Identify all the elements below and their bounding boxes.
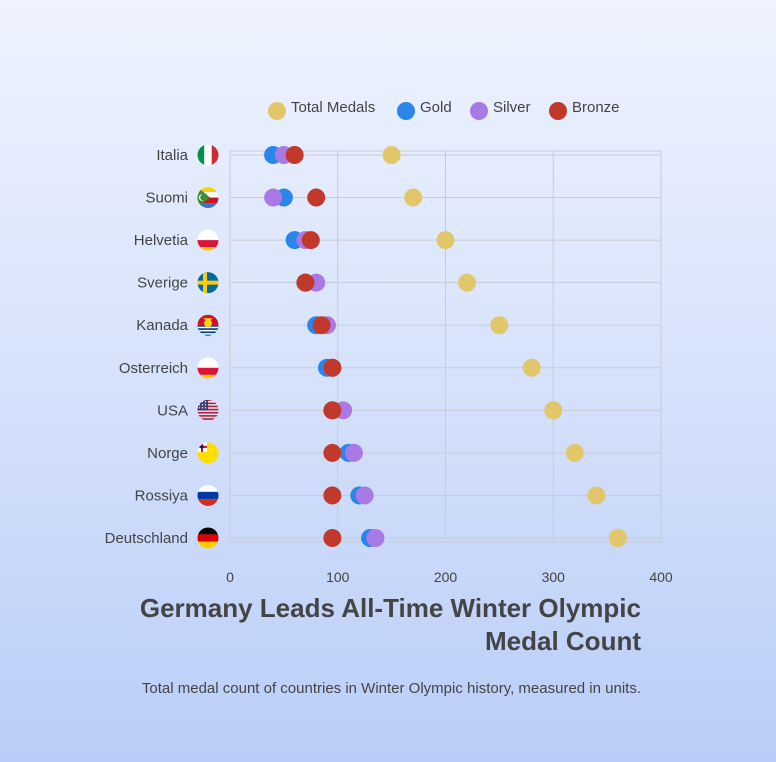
russia-flag-icon: [197, 484, 219, 506]
y-axis: Italia Suomi Helvetia Sverige Kanada Osterrei…: [105, 144, 219, 549]
data-point: [323, 486, 342, 505]
data-point: [404, 188, 423, 207]
niue-flag-icon: [197, 442, 219, 464]
x-axis: 0 100 200 300 400: [226, 569, 673, 585]
data-point: [301, 231, 320, 250]
x-tick-label: 0: [226, 569, 234, 585]
legend-label: Total Medals: [291, 99, 375, 116]
data-point: [436, 231, 455, 250]
sweden-flag-icon: [197, 272, 219, 294]
usa-flag-icon: [197, 399, 219, 420]
legend: Total Medals Gold Silver Bronze: [268, 99, 620, 120]
data-point: [296, 273, 315, 292]
y-tick-label: Norge: [147, 445, 188, 462]
legend-marker: [268, 102, 286, 120]
data-point: [490, 316, 509, 335]
y-tick-label: Suomi: [145, 190, 188, 207]
x-tick-label: 300: [542, 569, 566, 585]
y-tick-label: Helvetia: [134, 232, 189, 249]
data-point: [544, 401, 563, 420]
comoros-flag-icon: [197, 187, 219, 209]
x-tick-label: 400: [649, 569, 673, 585]
data-point: [355, 486, 374, 505]
y-tick-label: Deutschland: [105, 530, 188, 547]
legend-marker: [470, 102, 488, 120]
legend-label: Bronze: [572, 99, 620, 116]
x-tick-label: 100: [326, 569, 350, 585]
data-point: [344, 443, 363, 462]
data-points: [264, 146, 627, 547]
legend-marker: [397, 102, 415, 120]
legend-marker: [549, 102, 567, 120]
x-tick-label: 200: [434, 569, 458, 585]
y-tick-label: Italia: [156, 147, 188, 164]
germany-flag-icon: [197, 527, 219, 549]
data-point: [565, 443, 584, 462]
y-tick-label: Sverige: [137, 275, 188, 292]
y-tick-label: Kanada: [136, 317, 188, 334]
poland-flag-icon: [197, 229, 219, 251]
data-point: [366, 529, 385, 547]
data-point: [608, 529, 627, 547]
legend-label: Gold: [420, 99, 452, 116]
grid: [229, 150, 662, 543]
italy-flag-icon: [197, 144, 219, 166]
medal-dot-chart: Total Medals Gold Silver Bronze Italia Suomi…: [105, 99, 673, 585]
legend-label: Silver: [493, 99, 531, 116]
data-point: [285, 146, 304, 164]
data-point: [323, 443, 342, 462]
poland-flag-icon: [197, 357, 219, 379]
kiribati-flag-icon: [197, 314, 219, 336]
data-point: [522, 358, 541, 377]
data-point: [382, 146, 401, 164]
chart-title: Germany Leads All-Time Winter Olympic Me…: [139, 593, 641, 656]
data-point: [323, 401, 342, 420]
data-point: [264, 188, 283, 207]
y-tick-label: USA: [157, 402, 188, 419]
data-point: [307, 188, 326, 207]
data-point: [587, 486, 606, 505]
data-point: [323, 529, 342, 547]
data-point: [312, 316, 331, 335]
y-tick-label: Rossiya: [135, 487, 189, 504]
data-point: [323, 358, 342, 377]
data-point: [458, 273, 477, 292]
y-tick-label: Osterreich: [119, 360, 188, 377]
chart-subtitle: Total medal count of countries in Winter…: [141, 680, 641, 697]
